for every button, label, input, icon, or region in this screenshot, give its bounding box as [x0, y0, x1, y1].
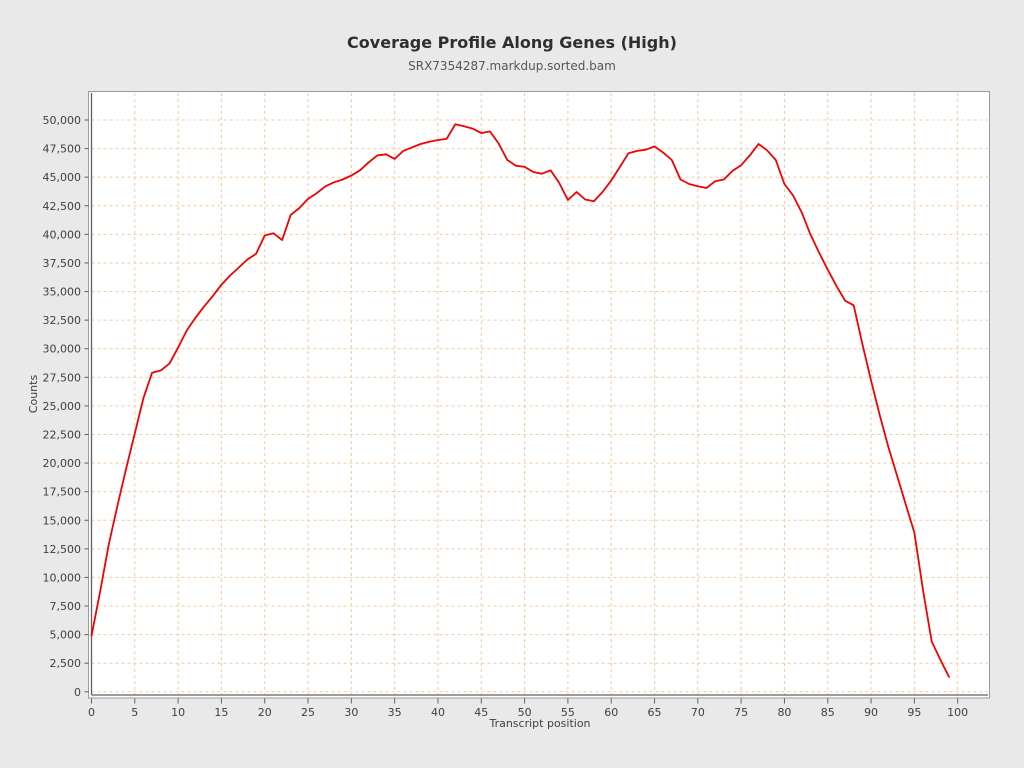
x-tick-label: 85	[821, 706, 835, 719]
axis-lines	[90, 93, 988, 696]
y-tick-label: 20,000	[43, 457, 82, 470]
y-tick-label: 42,500	[43, 200, 82, 213]
y-tick-label: 7,500	[50, 600, 82, 613]
y-tick-label: 40,000	[43, 228, 82, 241]
y-tick-label: 5,000	[50, 629, 82, 642]
coverage-line-group	[90, 123, 950, 678]
axis-ticks	[84, 119, 959, 704]
coverage-line	[90, 123, 950, 678]
y-tick-label: 35,000	[43, 286, 82, 299]
y-tick-label: 25,000	[43, 400, 82, 413]
y-tick-label: 45,000	[43, 171, 82, 184]
y-tick-label: 17,500	[43, 486, 82, 499]
x-tick-label: 75	[734, 706, 748, 719]
x-tick-label: 60	[604, 706, 618, 719]
y-tick-label: 50,000	[43, 114, 82, 127]
y-tick-label: 10,000	[43, 571, 82, 584]
y-tick-label: 12,500	[43, 543, 82, 556]
x-tick-label: 40	[431, 706, 445, 719]
x-tick-label: 55	[561, 706, 575, 719]
x-tick-label: 5	[131, 706, 138, 719]
x-tick-label: 100	[947, 706, 968, 719]
y-tick-label: 37,500	[43, 257, 82, 270]
x-tick-label: 80	[777, 706, 791, 719]
y-tick-label: 22,500	[43, 428, 82, 441]
chart-subtitle: SRX7354287.markdup.sorted.bam	[408, 59, 616, 73]
x-tick-label: 25	[301, 706, 315, 719]
y-axis-label: Counts	[27, 375, 40, 414]
x-tick-label: 35	[388, 706, 402, 719]
x-tick-label: 45	[474, 706, 488, 719]
x-tick-label: 70	[691, 706, 705, 719]
x-axis-label: Transcript position	[488, 717, 590, 730]
tick-labels: 0 5 10 15 20 25 30 35 40 45 50 55 60 65 70 75 80 85 90 95 10…	[43, 114, 969, 719]
y-tick-label: 32,500	[43, 314, 82, 327]
y-tick-label: 27,500	[43, 371, 82, 384]
x-tick-label: 0	[88, 706, 95, 719]
x-tick-label: 10	[171, 706, 185, 719]
x-tick-label: 65	[648, 706, 662, 719]
plot-area	[88, 91, 990, 699]
x-tick-label: 95	[907, 706, 921, 719]
y-tick-label: 30,000	[43, 343, 82, 356]
y-tick-label: 2,500	[50, 657, 82, 670]
x-tick-label: 30	[344, 706, 358, 719]
y-tick-label: 0	[74, 686, 81, 699]
x-tick-label: 20	[258, 706, 272, 719]
x-tick-label: 15	[214, 706, 228, 719]
x-tick-label: 90	[864, 706, 878, 719]
y-tick-label: 47,500	[43, 143, 82, 156]
y-tick-label: 15,000	[43, 514, 82, 527]
x-tick-label: 50	[518, 706, 532, 719]
gridlines	[91, 93, 988, 695]
chart-title: Coverage Profile Along Genes (High)	[347, 33, 677, 52]
